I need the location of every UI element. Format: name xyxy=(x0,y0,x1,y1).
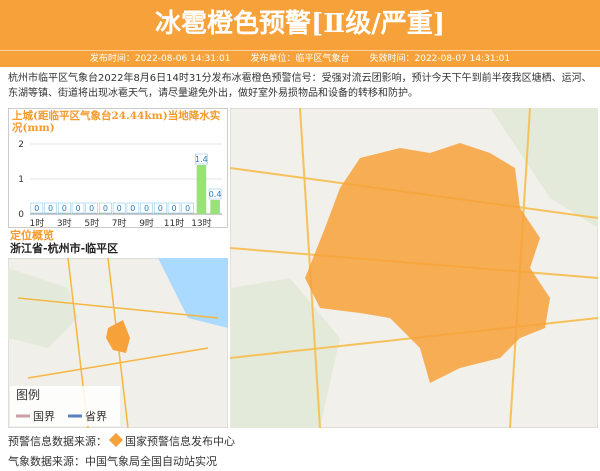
y-tick-label: 1 xyxy=(18,175,24,185)
bar xyxy=(210,200,220,214)
map-roads xyxy=(17,258,219,428)
weather-source: 气象数据来源：中国气象局全国自动站实况 xyxy=(8,455,217,468)
warning-area xyxy=(305,143,550,383)
source-icon xyxy=(108,432,124,448)
value-label: 0 xyxy=(171,204,176,213)
value-label: 0 xyxy=(103,204,108,213)
value-label-box xyxy=(195,153,208,165)
value-label-box xyxy=(126,202,140,214)
description: 杭州市临平区气象台2022年8月6日14时31分发布冰雹橙色预警信号：受强对流云… xyxy=(8,73,592,99)
value-label: 0 xyxy=(48,204,53,213)
map-area xyxy=(8,268,78,348)
chart-title: 上城(距临平区气象台24.44km)当地降水实况(mm) xyxy=(12,110,221,134)
main-map xyxy=(230,108,598,428)
value-label-box xyxy=(85,202,99,214)
value-label: 0 xyxy=(117,204,122,213)
meta-bar: 发布时间：2022-08-06 14:31:01 发布单位：临平区气象台 失效时间：… xyxy=(0,50,600,67)
issue-time: 发布时间：2022-08-06 14:31:01 xyxy=(89,54,231,64)
value-label-box xyxy=(112,202,126,214)
value-label: 0 xyxy=(75,204,80,213)
warning-source-line: 预警信息数据来源： 国家预警信息发布中心 xyxy=(8,432,235,449)
x-tick-label: 13时 xyxy=(191,217,211,228)
value-label-box xyxy=(57,202,71,214)
y-tick-label: 0 xyxy=(18,210,24,220)
warning-source: 国家预警信息发布中心 xyxy=(125,435,235,448)
bar xyxy=(196,165,207,214)
x-tick-label: 3时 xyxy=(57,217,72,228)
value-label-box xyxy=(140,202,153,214)
map-water xyxy=(158,258,228,328)
value-label: 0 xyxy=(158,204,163,213)
value-label: 0 xyxy=(89,204,94,213)
value-label-box xyxy=(153,202,167,214)
value-label-box xyxy=(99,202,112,214)
legend-title: 图例 xyxy=(16,388,40,402)
expire-time: 失效时间：2022-08-07 14:31:01 xyxy=(369,54,511,64)
x-tick-label: 7时 xyxy=(112,217,127,228)
y-tick-label: 2 xyxy=(18,140,24,150)
value-label: 1.4 xyxy=(195,155,208,164)
region: 浙江省-杭州市-临平区 xyxy=(10,242,119,255)
x-tick-label: 5时 xyxy=(84,217,99,228)
x-tick-label: 1时 xyxy=(29,217,44,228)
chart-title-box: 上城(距临平区气象台24.44km)当地降水实况(mm) xyxy=(12,110,221,134)
location-heading: 定位概览 xyxy=(10,229,54,242)
value-label: 0 xyxy=(144,204,149,213)
overview-map: 图例 国界 省界 xyxy=(8,258,228,428)
value-label-box xyxy=(167,202,181,214)
issuer: 发布单位：临平区气象台 xyxy=(250,54,350,64)
value-label-box xyxy=(30,202,44,214)
warning-source-label: 预警信息数据来源： xyxy=(8,435,107,448)
value-label-box xyxy=(71,202,85,214)
x-tick-label: 9时 xyxy=(139,217,154,228)
value-label: 0.4 xyxy=(209,190,222,199)
warning-area xyxy=(106,320,130,353)
x-tick-label: 11时 xyxy=(164,217,184,228)
value-label: 0 xyxy=(185,204,190,213)
value-label: 0 xyxy=(62,204,67,213)
legend-item: 国界 xyxy=(33,410,55,423)
map-area xyxy=(490,108,598,228)
value-label-box xyxy=(181,202,195,214)
title: 冰雹橙色预警[Ⅱ级/严重] xyxy=(0,0,600,50)
value-label: 0 xyxy=(34,204,39,213)
legend-box xyxy=(10,386,120,426)
legend-item: 省界 xyxy=(85,410,107,423)
value-label-box xyxy=(44,202,57,214)
value-label: 0 xyxy=(130,204,135,213)
value-label-box xyxy=(208,188,222,200)
